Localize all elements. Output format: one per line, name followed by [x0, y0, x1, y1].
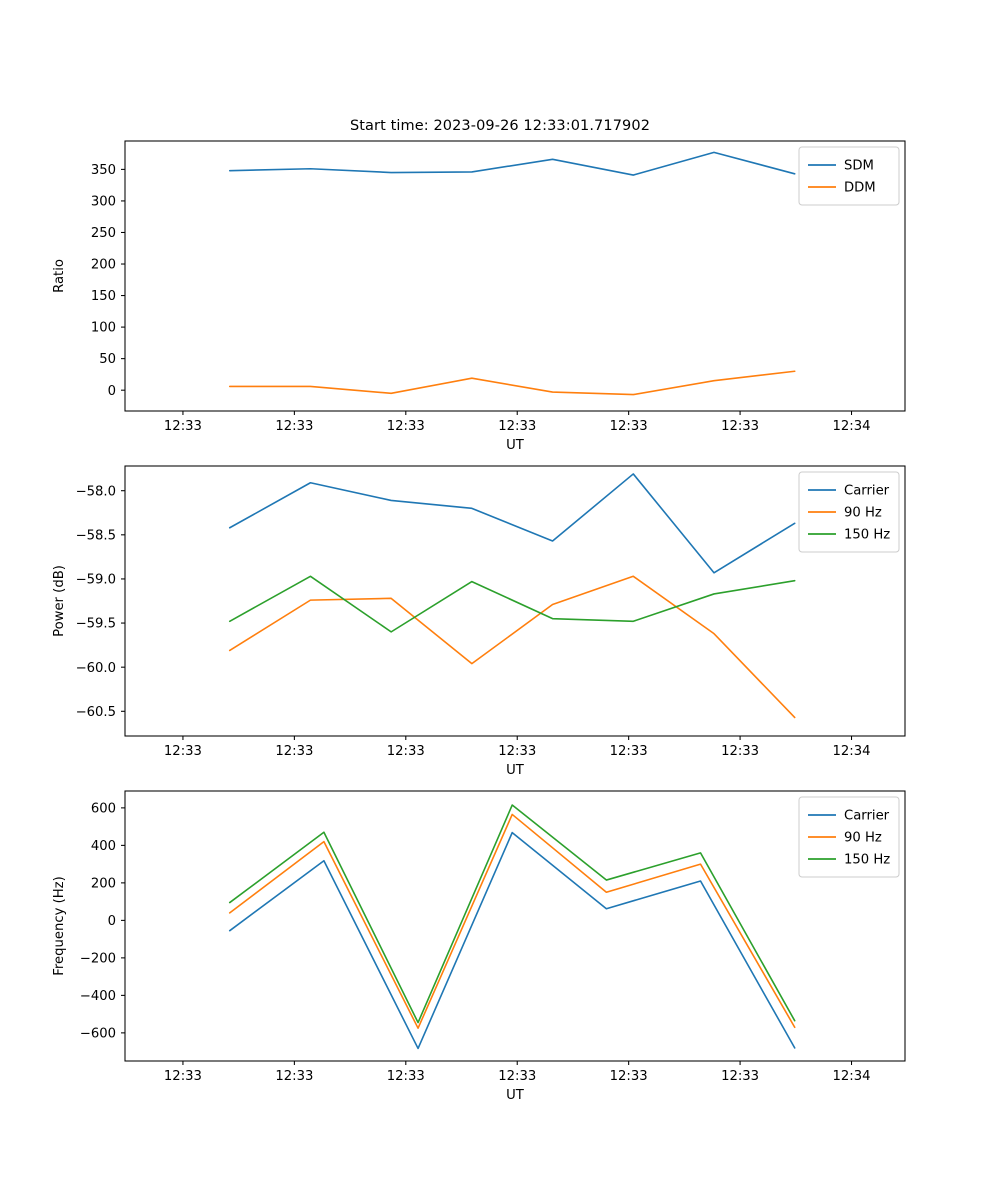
x-tick-label: 12:33 — [610, 1069, 648, 1084]
legend-label-ddm: DDM — [844, 181, 876, 196]
y-axis-label: Ratio — [52, 259, 67, 293]
plot-frame — [124, 790, 906, 1062]
y-tick-label: −400 — [80, 989, 116, 1004]
y-tick-label: −60.5 — [76, 705, 116, 720]
x-tick-label: 12:33 — [721, 419, 759, 434]
legend-label-sdm: SDM — [844, 159, 874, 174]
y-axis-label: Frequency (Hz) — [52, 876, 67, 975]
y-tick-label: 400 — [91, 839, 116, 854]
x-axis-label: UT — [506, 763, 525, 778]
series-line-150-hz — [228, 804, 796, 1024]
y-tick-label: 200 — [91, 258, 116, 273]
legend: Carrier 90 Hz 150 Hz — [798, 471, 900, 553]
y-tick-label: 250 — [91, 226, 116, 241]
x-tick-label: 12:33 — [721, 1069, 759, 1084]
y-tick-label: −600 — [80, 1026, 116, 1041]
plot-frame — [124, 140, 906, 412]
series-line-sdm — [228, 151, 796, 176]
y-tick-label: 200 — [91, 876, 116, 891]
y-axis-label: Power (dB) — [52, 565, 67, 637]
legend-label-carrier: Carrier — [844, 484, 890, 499]
y-tick-label: 600 — [91, 801, 116, 816]
series-line-carrier — [228, 473, 796, 574]
x-tick-label: 12:33 — [275, 419, 313, 434]
y-tick-label: −59.0 — [76, 573, 116, 588]
x-tick-label: 12:33 — [610, 419, 648, 434]
x-tick-label: 12:34 — [833, 1069, 871, 1084]
y-tick-label: 300 — [91, 195, 116, 210]
series-line-90-hz — [228, 575, 796, 719]
legend: Carrier 90 Hz 150 Hz — [798, 796, 900, 878]
y-tick-label: 50 — [99, 352, 116, 367]
y-tick-label: 100 — [91, 321, 116, 336]
y-tick-label: 0 — [108, 384, 116, 399]
x-tick-label: 12:33 — [610, 744, 648, 759]
x-tick-label: 12:33 — [275, 744, 313, 759]
legend-label-150-hz: 150 Hz — [844, 528, 890, 543]
series-line-90-hz — [228, 813, 796, 1029]
x-tick-label: 12:34 — [833, 744, 871, 759]
y-tick-label: 0 — [108, 914, 116, 929]
plot-frame — [124, 465, 906, 737]
figure-title: Start time: 2023-09-26 12:33:01.717902 — [349, 118, 651, 134]
series-line-150-hz — [228, 575, 796, 633]
y-tick-label: 350 — [91, 163, 116, 178]
y-tick-label: −59.5 — [76, 617, 116, 632]
x-tick-label: 12:33 — [498, 744, 536, 759]
x-tick-label: 12:33 — [387, 1069, 425, 1084]
y-tick-label: −60.0 — [76, 661, 116, 676]
legend-label-90-hz: 90 Hz — [844, 506, 882, 521]
x-tick-label: 12:33 — [721, 744, 759, 759]
y-tick-label: 150 — [91, 289, 116, 304]
x-tick-label: 12:33 — [498, 1069, 536, 1084]
legend-background — [798, 471, 900, 553]
legend-background — [798, 796, 900, 878]
x-tick-label: 12:33 — [164, 1069, 202, 1084]
y-tick-label: −58.0 — [76, 484, 116, 499]
x-tick-label: 12:34 — [833, 419, 871, 434]
legend-label-90-hz: 90 Hz — [844, 831, 882, 846]
x-tick-label: 12:33 — [498, 419, 536, 434]
series-line-carrier — [228, 831, 796, 1050]
x-tick-label: 12:33 — [164, 419, 202, 434]
x-axis-label: UT — [506, 1088, 525, 1103]
x-tick-label: 12:33 — [387, 419, 425, 434]
legend-label-150-hz: 150 Hz — [844, 853, 890, 868]
x-tick-label: 12:33 — [275, 1069, 313, 1084]
x-axis-label: UT — [506, 438, 525, 453]
y-tick-label: −200 — [80, 951, 116, 966]
legend: SDM DDM — [798, 146, 900, 206]
x-tick-label: 12:33 — [387, 744, 425, 759]
series-line-ddm — [228, 370, 796, 396]
legend-background — [798, 146, 900, 206]
y-tick-label: −58.5 — [76, 528, 116, 543]
x-tick-label: 12:33 — [164, 744, 202, 759]
legend-label-carrier: Carrier — [844, 809, 890, 824]
